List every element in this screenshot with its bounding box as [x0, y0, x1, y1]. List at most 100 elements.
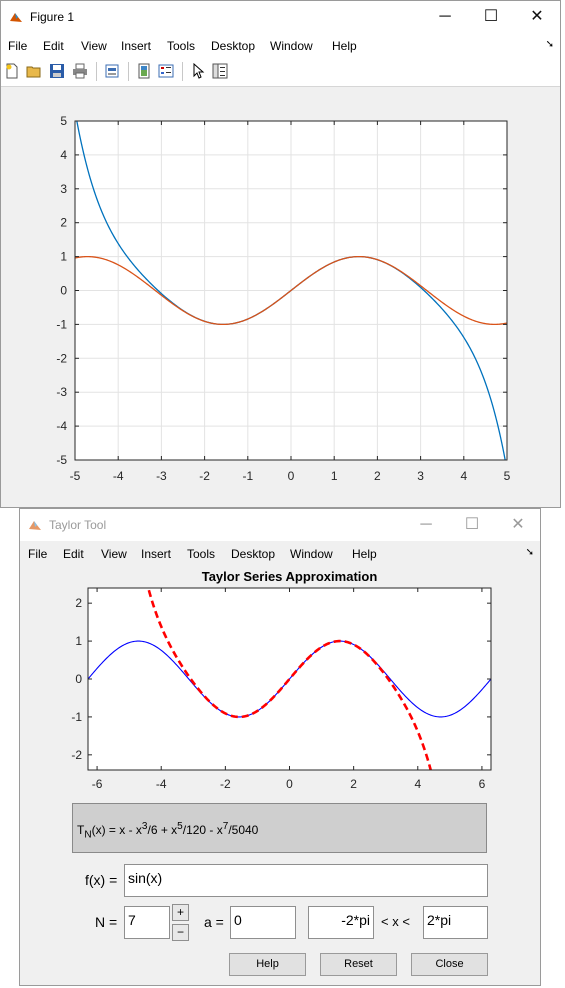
menu-view[interactable]: View: [81, 39, 107, 53]
menu-view[interactable]: View: [101, 547, 127, 561]
minimize-button[interactable]: ─: [439, 8, 451, 25]
minimize-button[interactable]: ─: [420, 516, 432, 533]
x-tick-label: -2: [220, 777, 231, 791]
reset-button[interactable]: Reset: [320, 953, 397, 976]
y-tick-label: -4: [56, 419, 67, 433]
toolbar-separator: [182, 62, 183, 81]
property-inspector-icon[interactable]: [212, 63, 228, 79]
print-preview-icon[interactable]: [104, 63, 120, 79]
figure1-axes[interactable]: -5 -4 -3 -2 -1 0 1 2 3 4 5 5 4 3 2 1 0 -1 -2 -3 -4 -5: [1, 87, 560, 507]
x-tick-label: -5: [70, 469, 81, 483]
x-tick-label: -4: [113, 469, 124, 483]
menu-help[interactable]: Help: [352, 547, 377, 561]
y-tick-label: -3: [56, 385, 67, 399]
y-tick-label: -2: [71, 748, 82, 762]
x-tick-label: 3: [417, 469, 424, 483]
menu-desktop[interactable]: Desktop: [231, 547, 276, 561]
taylor-polynomial-dashed-line: [146, 588, 433, 770]
maximize-button[interactable]: ☐: [464, 516, 480, 533]
taylor-tool-window: Taylor Tool ─ ☐ ✕ File Edit View Insert …: [19, 508, 541, 986]
a-label: a =: [204, 914, 224, 930]
menu-desktop[interactable]: Desktop: [211, 39, 256, 53]
taylor-title: Taylor Tool: [49, 518, 107, 532]
y-tick-label: -1: [71, 710, 82, 724]
y-tick-label: 3: [60, 182, 67, 196]
x-tick-label: 6: [479, 777, 486, 791]
close-window-button[interactable]: ✕: [511, 516, 525, 533]
x-range-label: < x <: [381, 914, 410, 929]
x-tick-label: 0: [286, 777, 293, 791]
taylor-menubar: File Edit View Insert Tools Desktop Wind…: [20, 541, 540, 565]
taylor-titlebar[interactable]: Taylor Tool ─ ☐ ✕: [20, 509, 540, 541]
y-tick-label: 2: [60, 216, 67, 230]
function-input[interactable]: sin(x): [124, 864, 488, 897]
y-tick-label: 1: [75, 634, 82, 648]
new-figure-icon[interactable]: [4, 63, 20, 79]
menu-tools[interactable]: Tools: [167, 39, 196, 53]
close-window-button[interactable]: ✕: [530, 8, 544, 25]
figure1-menubar: File Edit View Insert Tools Desktop Wind…: [1, 33, 560, 57]
menu-edit[interactable]: Edit: [43, 39, 64, 53]
n-decrement-button[interactable]: −: [172, 924, 189, 941]
help-button[interactable]: Help: [229, 953, 306, 976]
menu-file[interactable]: File: [8, 39, 28, 53]
a-input[interactable]: 0: [230, 906, 296, 939]
menu-edit[interactable]: Edit: [63, 547, 84, 561]
x-tick-label: 0: [288, 469, 295, 483]
y-tick-label: 1: [60, 250, 67, 264]
dock-arrow-icon[interactable]: ➘: [545, 39, 554, 50]
open-file-icon[interactable]: [26, 63, 42, 79]
xmin-input[interactable]: -2*pi: [308, 906, 374, 939]
save-icon[interactable]: [49, 63, 65, 79]
sine-line: [88, 640, 491, 718]
menu-tools[interactable]: Tools: [187, 547, 216, 561]
x-tick-label: 2: [374, 469, 381, 483]
maximize-button[interactable]: ☐: [483, 8, 499, 25]
x-tick-label: -1: [242, 469, 253, 483]
pointer-icon[interactable]: [190, 63, 206, 79]
x-tick-label: -2: [199, 469, 210, 483]
print-icon[interactable]: [72, 63, 88, 79]
y-tick-label: 2: [75, 596, 82, 610]
xmax-input[interactable]: 2*pi: [423, 906, 488, 939]
taylor-axes[interactable]: Taylor Series Approximation -6 -4 -2 0 2 4 6 2 1 0…: [20, 567, 540, 797]
x-tick-label: 1: [331, 469, 338, 483]
matlab-logo-icon: [29, 521, 41, 530]
f-label: f(x) =: [85, 872, 118, 888]
figure1-titlebar[interactable]: Figure 1 ─ ☐ ✕: [1, 1, 560, 33]
menu-insert[interactable]: Insert: [141, 547, 172, 561]
taylor-formula: TN(x) = x - x3/6 + x5/120 - x7/5040: [77, 821, 259, 841]
menu-help[interactable]: Help: [332, 39, 357, 53]
link-plot-icon[interactable]: [136, 63, 152, 79]
menu-window[interactable]: Window: [290, 547, 333, 561]
toolbar-separator: [96, 62, 97, 81]
x-tick-label: 5: [504, 469, 511, 483]
sine-line: [75, 255, 507, 326]
y-tick-label: 4: [60, 148, 67, 162]
y-tick-label: -1: [56, 317, 67, 331]
insert-legend-icon[interactable]: [158, 63, 174, 79]
n-input[interactable]: 7: [124, 906, 170, 939]
x-tick-label: 4: [460, 469, 467, 483]
matlab-logo-icon: [10, 13, 22, 22]
y-tick-label: 0: [60, 284, 67, 298]
toolbar-separator: [128, 62, 129, 81]
menu-window[interactable]: Window: [270, 39, 313, 53]
y-tick-label: 0: [75, 672, 82, 686]
x-tick-label: 4: [414, 777, 421, 791]
close-button[interactable]: Close: [411, 953, 488, 976]
y-tick-label: -5: [56, 453, 67, 467]
figure1-window: Figure 1 ─ ☐ ✕ File Edit View Insert Too…: [0, 0, 561, 508]
figure1-title: Figure 1: [30, 10, 75, 24]
x-tick-label: -3: [156, 469, 167, 483]
menu-insert[interactable]: Insert: [121, 39, 152, 53]
y-tick-label: -2: [56, 351, 67, 365]
dock-arrow-icon[interactable]: ➘: [525, 547, 534, 558]
n-increment-button[interactable]: +: [172, 904, 189, 921]
x-tick-label: -4: [156, 777, 167, 791]
x-tick-label: 2: [350, 777, 357, 791]
figure1-toolbar: [1, 57, 560, 87]
formula-panel: TN(x) = x - x3/6 + x5/120 - x7/5040: [72, 803, 487, 853]
menu-file[interactable]: File: [28, 547, 48, 561]
x-tick-label: -6: [92, 777, 103, 791]
